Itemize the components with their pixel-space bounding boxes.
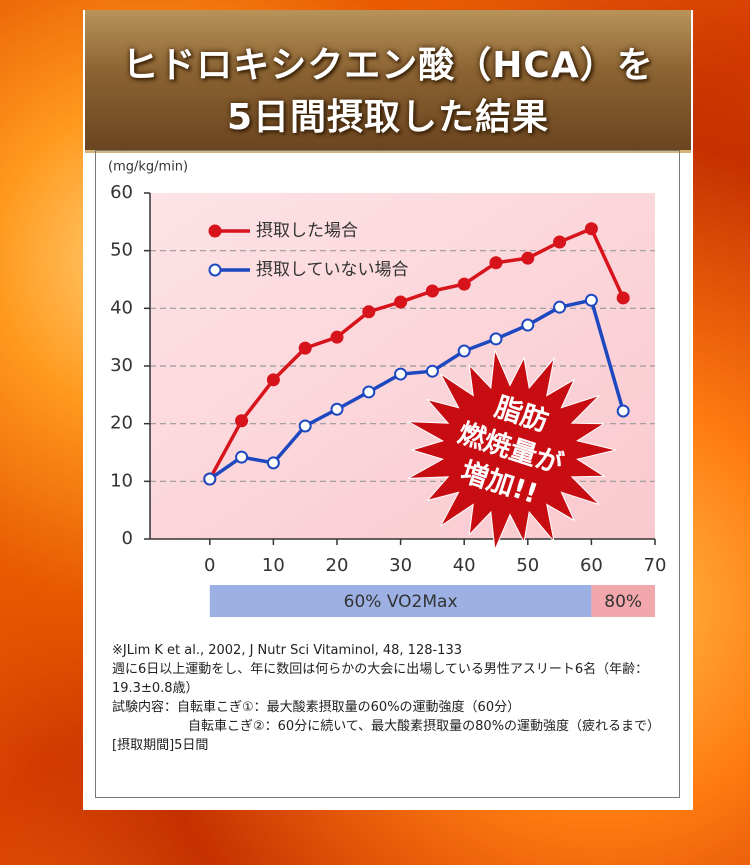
data-point xyxy=(457,277,471,291)
y-tick-label: 30 xyxy=(110,355,133,376)
subjects: 週に6日以上運動をし、年に数回は何らかの大会に出場している男性アスリート6名（年… xyxy=(112,662,649,696)
data-point xyxy=(489,256,503,270)
data-point xyxy=(266,373,280,387)
title-line: ヒドロキシクエン酸（HCA）を xyxy=(122,45,654,86)
x-tick-label: 0 xyxy=(204,555,215,576)
data-point xyxy=(298,419,312,433)
title-line: 5日間摂取した結果 xyxy=(226,97,550,138)
x-tick-label: 40 xyxy=(453,555,476,576)
x-tick-label: 10 xyxy=(262,555,285,576)
x-tick-label: 50 xyxy=(516,555,539,576)
data-point xyxy=(521,251,535,265)
citation: ※JLim K et al., 2002, J Nutr Sci Vitamin… xyxy=(112,643,462,658)
data-point xyxy=(584,293,598,307)
y-tick-label: 60 xyxy=(110,182,133,203)
y-tick-label: 0 xyxy=(122,528,133,549)
data-point xyxy=(394,367,408,381)
data-point xyxy=(298,341,312,355)
legend-label: 摂取した場合 xyxy=(256,221,358,241)
data-point xyxy=(362,305,376,319)
zone xyxy=(591,585,655,617)
test: 試験内容：自転車こぎ①：最大酸素摂取量の60%の運動強度（60分） xyxy=(112,700,521,715)
zone xyxy=(209,585,592,617)
zone-label: 60% VO2Max xyxy=(344,592,458,612)
data-point xyxy=(266,456,280,470)
data-point xyxy=(425,284,439,298)
data-point xyxy=(616,404,630,418)
data-point xyxy=(235,414,249,428)
y-tick-label: 10 xyxy=(110,470,133,491)
data-point xyxy=(394,295,408,309)
x-tick-label: 20 xyxy=(326,555,349,576)
data-point xyxy=(425,364,439,378)
data-point xyxy=(521,318,535,332)
notes: ※JLim K et al., 2002, J Nutr Sci Vitamin… xyxy=(112,641,667,755)
period: [摂取期間]5日間 xyxy=(112,738,209,753)
y-tick-label: 40 xyxy=(110,297,133,318)
data-point xyxy=(584,222,598,236)
x-tick-label: 70 xyxy=(644,555,667,576)
data-point xyxy=(203,472,217,486)
data-point xyxy=(553,300,567,314)
chart-frame xyxy=(95,150,680,798)
x-tick-label: 30 xyxy=(389,555,412,576)
y-tick-label: 50 xyxy=(110,240,133,261)
x-tick-label: 60 xyxy=(580,555,603,576)
y-tick-label: 20 xyxy=(110,413,133,434)
data-point xyxy=(553,235,567,249)
zone-label: 80% xyxy=(604,592,642,612)
legend-label: 摂取していない場合 xyxy=(256,260,409,280)
data-point xyxy=(616,291,630,305)
data-point xyxy=(235,450,249,464)
data-point xyxy=(330,402,344,416)
legend-marker xyxy=(208,263,222,277)
title-banner: ヒドロキシクエン酸（HCA）を 5日間摂取した結果 xyxy=(85,10,691,153)
y-axis-label: (mg/kg/min) xyxy=(108,160,188,175)
data-point xyxy=(362,385,376,399)
test: 自転車こぎ②：60分に続いて、最大酸素摂取量の80%の運動強度（疲れるまで） xyxy=(188,719,661,734)
legend-marker xyxy=(208,224,222,238)
data-point xyxy=(330,330,344,344)
data-point xyxy=(457,344,471,358)
data-point xyxy=(489,332,503,346)
starburst xyxy=(408,348,617,552)
